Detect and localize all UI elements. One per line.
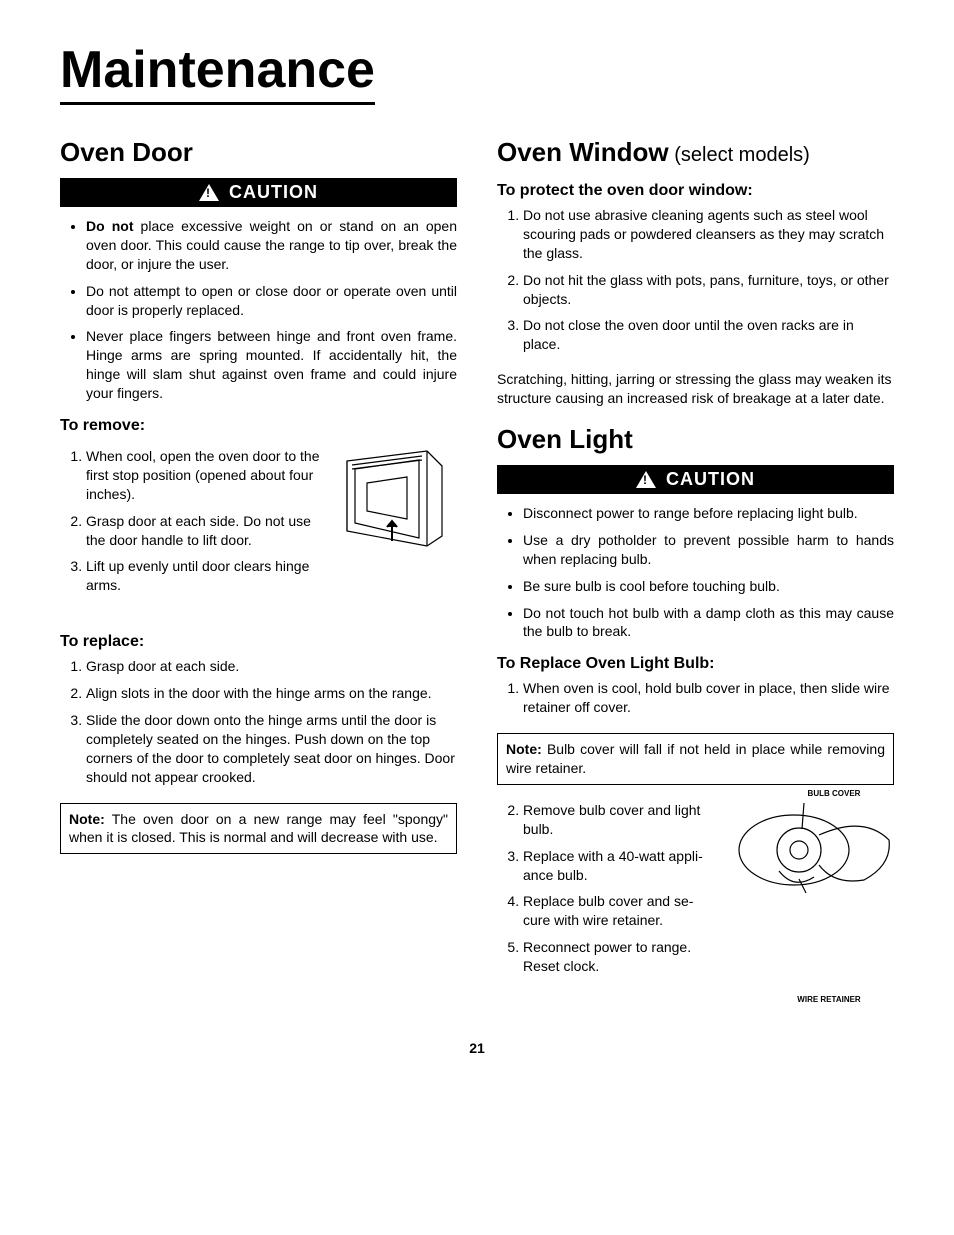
list-item: Do not place excessive weight on or stan… xyxy=(86,217,457,274)
list-item: Use a dry potholder to prevent possible … xyxy=(523,531,894,569)
bulb-step1: When oven is cool, hold bulb cover in pl… xyxy=(497,679,894,717)
protect-paragraph: Scratching, hitting, jarring or stressin… xyxy=(497,370,894,408)
protect-steps: Do not use abrasive cleaning agents such… xyxy=(497,206,894,354)
oven-door-heading: Oven Door xyxy=(60,137,457,168)
light-caution-list: Disconnect power to range before replaci… xyxy=(497,504,894,641)
list-item: Do not use abrasive cleaning agents such… xyxy=(523,206,894,263)
list-item: Do not hit the glass with pots, pans, fu… xyxy=(523,271,894,309)
content-columns: Oven Door CAUTION Do not place excessive… xyxy=(60,137,894,1000)
list-item: Replace bulb cover and se­cure with wire… xyxy=(523,892,714,930)
oven-window-heading: Oven Window (select models) xyxy=(497,137,894,168)
page-title: Maintenance xyxy=(60,40,375,105)
replace-steps: Grasp door at each side. Align slots in … xyxy=(60,657,457,786)
page-number: 21 xyxy=(60,1040,894,1056)
list-item: Reconnect power to range. Reset clock. xyxy=(523,938,714,976)
door-caution-list: Do not place excessive weight on or stan… xyxy=(60,217,457,403)
list-item: Do not close the oven door until the ove… xyxy=(523,316,894,354)
wire-retainer-label: WIRE RETAINER xyxy=(764,995,894,1004)
bulb-note: Note: Bulb cover will fall if not held i… xyxy=(497,733,894,785)
list-item: Replace with a 40-watt appli­ance bulb. xyxy=(523,847,714,885)
list-item: Do not attempt to open or close door or … xyxy=(86,282,457,320)
oven-door-figure xyxy=(337,441,457,551)
caution-bar-door: CAUTION xyxy=(60,178,457,207)
list-item: Grasp door at each side. Do not use the … xyxy=(86,512,323,550)
list-item: Do not touch hot bulb with a damp cloth … xyxy=(523,604,894,642)
right-column: Oven Window (select models) To protect t… xyxy=(497,137,894,1000)
list-item: Grasp door at each side. xyxy=(86,657,457,676)
protect-subhead: To protect the oven door window: xyxy=(497,182,894,200)
list-item: Disconnect power to range before replaci… xyxy=(523,504,894,523)
left-column: Oven Door CAUTION Do not place excessive… xyxy=(60,137,457,1000)
caution-label: CAUTION xyxy=(229,182,318,203)
replace-bulb-subhead: To Replace Oven Light Bulb: xyxy=(497,655,894,673)
door-note: Note: The oven door on a new range may f… xyxy=(60,803,457,855)
list-item: Never place fingers between hinge and fr… xyxy=(86,327,457,403)
list-item: Align slots in the door with the hinge a… xyxy=(86,684,457,703)
bulb-cover-label: BULB COVER xyxy=(774,789,894,798)
warning-icon xyxy=(636,471,656,488)
caution-bar-light: CAUTION xyxy=(497,465,894,494)
list-item: Lift up evenly until door clears hinge a… xyxy=(86,557,323,595)
list-item: Remove bulb cover and light bulb. xyxy=(523,801,714,839)
replace-subhead: To replace: xyxy=(60,633,457,651)
list-item: When oven is cool, hold bulb cover in pl… xyxy=(523,679,894,717)
bulb-figure: BULB COVER WIRE RETAINER xyxy=(724,795,894,1000)
list-item: Be sure bulb is cool before touching bul… xyxy=(523,577,894,596)
warning-icon xyxy=(199,184,219,201)
caution-label: CAUTION xyxy=(666,469,755,490)
remove-subhead: To remove: xyxy=(60,417,457,435)
oven-light-heading: Oven Light xyxy=(497,424,894,455)
list-item: When cool, open the oven door to the fir… xyxy=(86,447,323,504)
bulb-steps-rest: Remove bulb cover and light bulb. Replac… xyxy=(497,801,714,984)
remove-steps: When cool, open the oven door to the fir… xyxy=(60,447,323,603)
list-item: Slide the door down onto the hinge arms … xyxy=(86,711,457,787)
